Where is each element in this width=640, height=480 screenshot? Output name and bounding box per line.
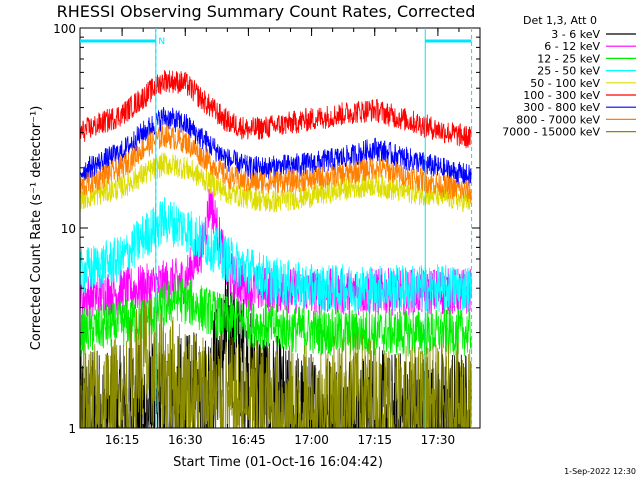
y-tick-label-2: 100 <box>53 22 76 36</box>
legend-label-4: 50 - 100 keV <box>530 77 600 90</box>
legend-label-5: 100 - 300 keV <box>523 89 600 102</box>
legend-label-0: 3 - 6 keV <box>551 28 600 41</box>
legend-label-7: 800 - 7000 keV <box>516 113 600 126</box>
series-line-7 <box>80 124 472 204</box>
footer-timestamp: 1-Sep-2022 12:30 <box>564 467 636 476</box>
legend-label-3: 25 - 50 keV <box>537 65 600 78</box>
legend-label-6: 300 - 800 keV <box>523 101 600 114</box>
x-tick-label-4: 17:15 <box>357 433 392 447</box>
x-tick-label-3: 17:00 <box>294 433 329 447</box>
x-tick-label-1: 16:30 <box>168 433 203 447</box>
x-axis-label: Start Time (01-Oct-16 16:04:42) <box>173 455 383 470</box>
series-line-3 <box>80 196 472 313</box>
series-line-8 <box>80 297 472 428</box>
legend-title: Det 1,3, Att 0 <box>523 14 597 27</box>
legend-label-2: 12 - 25 keV <box>537 52 600 65</box>
series-line-4 <box>80 152 472 213</box>
series-line-6 <box>80 106 472 187</box>
axis-ticks: 16:15 16:30 16:45 17:00 17:15 17:30 1 10 100 <box>53 22 481 447</box>
night-label: N <box>158 37 165 47</box>
y-axis-label: Corrected Count Rate (s⁻¹ detector⁻¹) <box>29 106 44 351</box>
x-tick-label-5: 17:30 <box>421 433 456 447</box>
y-tick-label-1: 10 <box>61 222 76 236</box>
x-tick-label-2: 16:45 <box>231 433 266 447</box>
series-line-2 <box>80 275 472 357</box>
chart-title: RHESSI Observing Summary Count Rates, Co… <box>57 2 476 21</box>
y-tick-label-0: 1 <box>68 422 76 436</box>
x-tick-label-0: 16:15 <box>105 433 140 447</box>
legend-label-8: 7000 - 15000 keV <box>502 126 600 139</box>
series-line-5 <box>80 70 472 149</box>
legend-label-1: 6 - 12 keV <box>544 40 600 53</box>
